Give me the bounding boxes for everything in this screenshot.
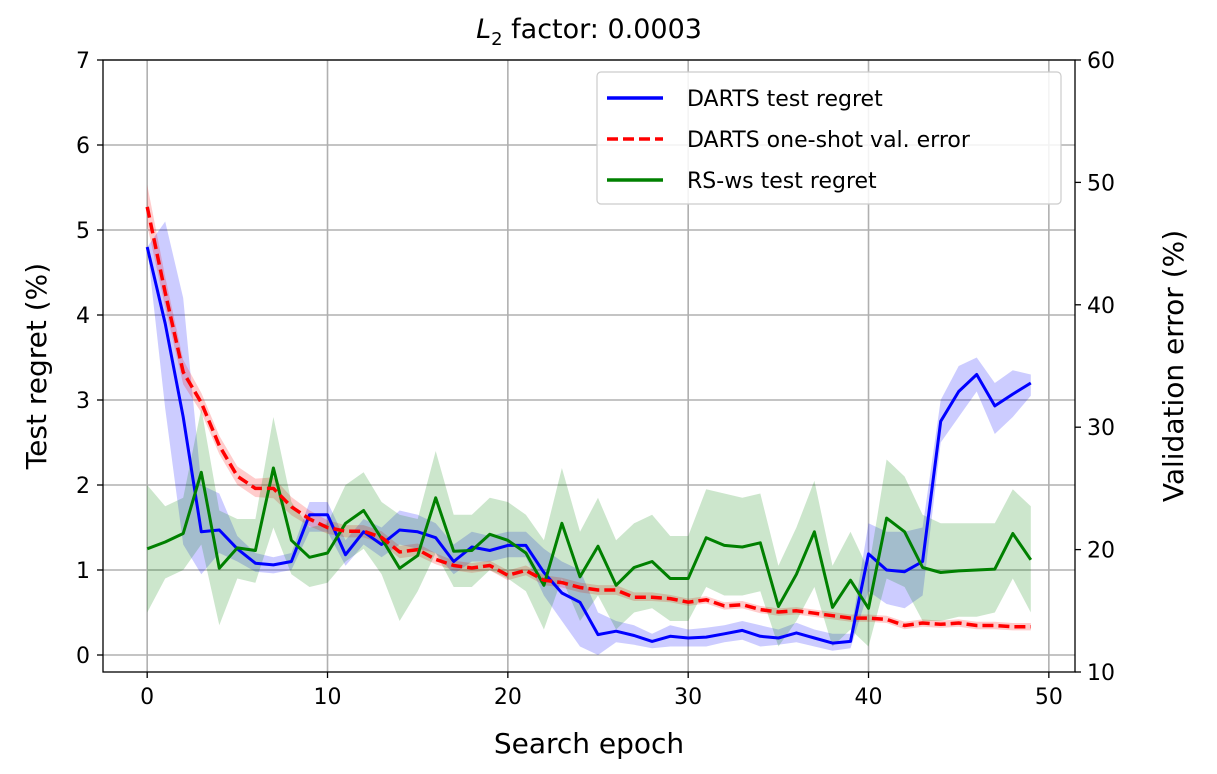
legend: DARTS test regret DARTS one-shot val. err… (596, 71, 1062, 205)
y-left-tick-label: 6 (76, 134, 90, 159)
axis-ticks: 0 10 20 30 40 50 0 1 2 3 4 5 6 7 10 20 30 40 50 60 (76, 49, 1115, 710)
y-axis-right-title: Validation error (%) (1157, 230, 1190, 502)
y-left-tick-label: 0 (76, 644, 90, 669)
legend-label: DARTS one-shot val. error (687, 128, 971, 153)
y-right-tick-label: 30 (1087, 416, 1115, 441)
x-tick-label: 0 (140, 685, 154, 710)
x-tick-label: 30 (674, 685, 702, 710)
y-right-tick-label: 60 (1087, 49, 1115, 74)
x-tick-label: 20 (494, 685, 522, 710)
y-axis-left-title: Test regret (%) (20, 263, 53, 470)
confidence-bands (147, 184, 1031, 655)
y-left-tick-label: 4 (76, 304, 90, 329)
y-left-tick-label: 2 (76, 474, 90, 499)
title-prefix: L (476, 14, 491, 45)
legend-box (596, 71, 1062, 205)
y-right-tick-label: 50 (1087, 171, 1115, 196)
plot-frame (102, 59, 1076, 673)
x-tick-label: 40 (855, 685, 883, 710)
series-lines (145, 206, 1033, 645)
legend-label: DARTS test regret (687, 87, 883, 112)
y-right-tick-label: 10 (1087, 661, 1115, 686)
y-left-tick-label: 5 (76, 219, 90, 244)
line-series-2 (146, 466, 1033, 610)
x-tick-label: 50 (1035, 685, 1063, 710)
title-subscript: 2 (491, 29, 502, 50)
x-axis-title: Search epoch (494, 727, 684, 760)
line-series-0 (145, 246, 1032, 645)
y-left-tick-label: 7 (76, 49, 90, 74)
chart-title: L2 factor: 0.0003 (476, 14, 702, 50)
band-series-0 (147, 221, 1031, 655)
line-series-1 (145, 206, 1031, 629)
y-right-tick-label: 20 (1087, 539, 1115, 564)
title-suffix: factor: 0.0003 (503, 14, 702, 45)
y-right-tick-label: 40 (1087, 294, 1115, 319)
x-tick-label: 10 (314, 685, 342, 710)
band-series-2 (147, 408, 1031, 647)
y-left-tick-label: 1 (76, 559, 90, 584)
y-left-tick-label: 3 (76, 389, 90, 414)
legend-label: RS-ws test regret (687, 169, 877, 194)
